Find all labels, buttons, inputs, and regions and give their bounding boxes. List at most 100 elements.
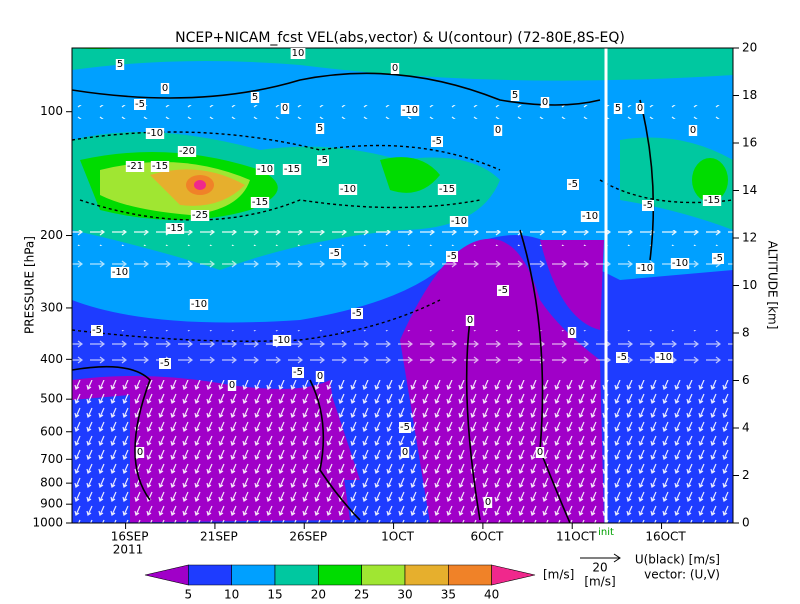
contour-label: -5 [92, 325, 102, 336]
contour-label: -15 [152, 161, 168, 172]
contour-label-bg [280, 103, 290, 114]
y-tick-label: 900 [40, 497, 63, 511]
contour-label: 0 [467, 315, 473, 326]
y2-tick-label: 18 [742, 88, 757, 102]
contour-label-bg [159, 358, 171, 369]
colorbar-swatch [274, 564, 319, 586]
x-tick-label: 11OCT [556, 530, 597, 544]
contour-label: -10 [656, 352, 672, 363]
y2-tick-label: 12 [742, 231, 757, 245]
contour-label-bg [165, 223, 185, 234]
y2-tick-label: 16 [742, 136, 757, 150]
y-tick-label: 800 [40, 476, 63, 490]
contour-label: 0 [162, 83, 168, 94]
contour-label: -5 [400, 422, 410, 433]
contour-label: 0 [542, 97, 548, 108]
contour-label-bg [329, 248, 341, 259]
contour-label: -5 [293, 367, 303, 378]
colorbar-label: 25 [354, 588, 369, 601]
contour-label: -5 [568, 179, 578, 190]
contour-label: -10 [274, 335, 290, 346]
y-tick-label: 100 [40, 104, 63, 118]
contour-label-bg [250, 92, 260, 103]
y-tick-label: 700 [40, 452, 63, 466]
contour-label-bg [189, 299, 209, 310]
contour-label: -10 [672, 258, 688, 269]
contour-label-bg [635, 103, 645, 114]
contour-label-bg [399, 422, 411, 433]
contour-label: 0 [485, 497, 491, 508]
contour-label-bg [338, 184, 358, 195]
contour-label: 0 [537, 447, 543, 458]
colorbar-label: 5 [185, 588, 193, 601]
contour-label-bg [125, 161, 145, 172]
contour-label: -25 [192, 210, 208, 221]
contour-label: -5 [447, 251, 457, 262]
colorbar-swatch [361, 564, 406, 586]
contour-label-bg [702, 195, 722, 206]
y2-tick-label: 14 [742, 183, 757, 197]
contour-label: -15 [284, 164, 300, 175]
colorbar-swatch [491, 564, 536, 586]
contour-label: -10 [147, 128, 163, 139]
y-tick-label: 200 [40, 228, 63, 242]
y2-tick-label: 2 [742, 468, 750, 482]
contour-label-bg [510, 90, 520, 101]
contour-label-bg [91, 325, 103, 336]
y2-tick-label: 20 [742, 41, 757, 55]
contour-label-bg [190, 210, 210, 221]
colorbar-swatch [144, 564, 189, 586]
year-label: 2011 [113, 543, 144, 557]
contour-label-bg [282, 164, 302, 175]
contour-label-bg [317, 155, 329, 166]
colorbar-unit: [m/s] [543, 568, 574, 582]
contour-label: 0 [282, 103, 288, 114]
contour-label: -21 [127, 161, 143, 172]
contour-label-bg [449, 216, 469, 227]
contour-label-bg [483, 497, 493, 508]
contour-label-bg [250, 197, 270, 208]
contour-label-bg [400, 105, 420, 116]
contour-label: 0 [690, 125, 696, 136]
contour-label-bg [465, 315, 475, 326]
vector-key-value: 20 [592, 561, 607, 575]
contour-label: 5 [615, 103, 621, 114]
legend-text: vector: (U,V) [644, 568, 720, 582]
contour-label-bg [642, 200, 654, 211]
contour-label-bg [712, 253, 724, 264]
contour-label: -15 [704, 195, 720, 206]
contour-label-bg [580, 211, 600, 222]
colorbar-label: 35 [441, 588, 456, 601]
contour-label-bg [654, 352, 674, 363]
x-tick-label: 16OCT [645, 530, 686, 544]
contour-label: -5 [643, 200, 653, 211]
contour-label: -10 [582, 211, 598, 222]
chart-title: NCEP+NICAM_fcst VEL(abs,vector) & U(cont… [175, 30, 625, 46]
contour-label-bg [535, 447, 545, 458]
contour-label-bg [431, 136, 443, 147]
contour-label: 0 [495, 125, 501, 136]
contour-label-bg [497, 285, 509, 296]
y2-tick-label: 4 [742, 421, 750, 435]
contour-label-bg [315, 123, 325, 134]
contour-label: 0 [137, 447, 143, 458]
contour-label-bg [177, 146, 197, 157]
contour-label-bg [134, 99, 146, 110]
vector-key-arrow [580, 553, 621, 563]
y2-tick-label: 0 [742, 516, 750, 530]
contour-label-bg [540, 97, 550, 108]
colorbar-swatch [188, 564, 232, 586]
contour-label: 0 [229, 380, 235, 391]
contour-label-bg [110, 267, 130, 278]
contour-label-bg [400, 447, 410, 458]
colorbar-label: 30 [397, 588, 412, 601]
contour-label: -5 [330, 248, 340, 259]
x-tick-label: 21SEP [200, 530, 238, 544]
contour-label: 5 [512, 90, 518, 101]
colorbar-swatch [404, 564, 449, 586]
contour-label-bg [437, 184, 457, 195]
contour-label-bg [390, 63, 400, 74]
colorbar-label: 15 [267, 588, 282, 601]
y2-tick-label: 6 [742, 373, 750, 387]
